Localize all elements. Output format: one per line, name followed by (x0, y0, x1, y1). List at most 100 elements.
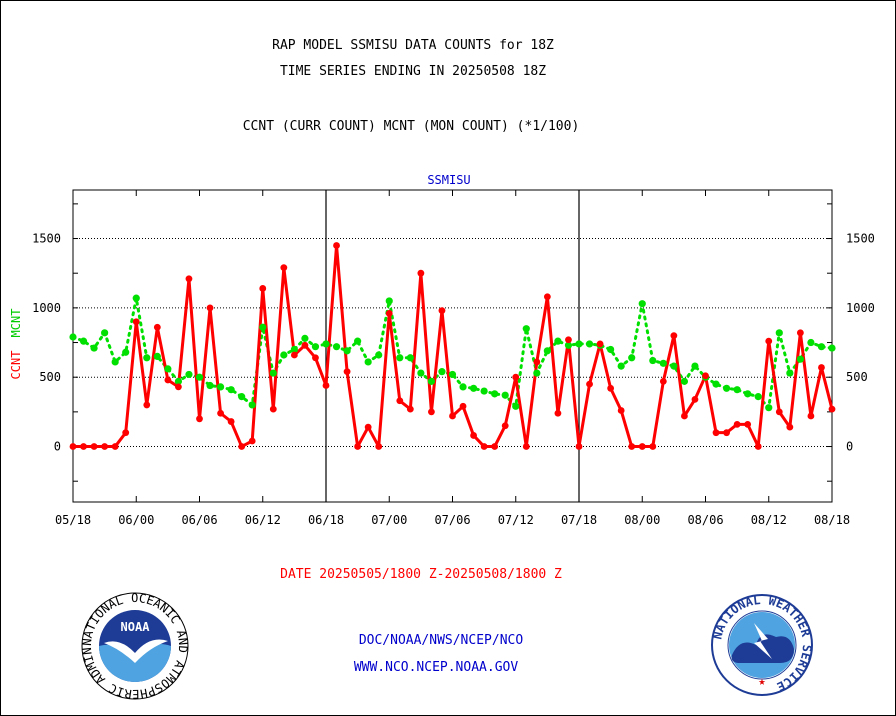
data-point-ccnt (712, 429, 720, 437)
data-point-mcnt (607, 345, 615, 354)
data-point-ccnt (196, 415, 203, 423)
data-point-ccnt (406, 405, 414, 413)
data-point-mcnt (448, 370, 457, 379)
data-point-mcnt (101, 329, 109, 337)
x-tick-label: 07/06 (434, 513, 470, 527)
data-point-ccnt (290, 351, 298, 359)
data-point-ccnt (375, 443, 383, 450)
x-tick-label: 07/12 (498, 513, 534, 527)
data-point-ccnt (164, 376, 172, 384)
y-tick-label-right: 0 (846, 440, 853, 454)
data-point-mcnt (543, 347, 551, 355)
data-point-mcnt (185, 370, 193, 379)
data-point-mcnt (132, 294, 140, 302)
data-point-mcnt (796, 355, 804, 363)
data-point-mcnt (722, 384, 731, 392)
data-point-ccnt (512, 373, 520, 381)
data-point-mcnt (575, 340, 583, 348)
data-point-mcnt (385, 297, 393, 305)
data-point-ccnt (533, 358, 541, 366)
data-point-mcnt (90, 344, 98, 352)
data-point-mcnt (311, 343, 320, 351)
data-point-mcnt (174, 377, 183, 385)
noaa-logo: NOAA NATIONAL OCEANIC AND ATMOSPHERIC AD… (80, 591, 190, 701)
data-point-mcnt (638, 300, 646, 308)
data-point-mcnt (322, 340, 330, 348)
x-tick-label: 08/12 (751, 513, 787, 527)
x-tick-label: 06/18 (308, 513, 344, 527)
data-point-ccnt (322, 382, 330, 389)
data-point-ccnt (132, 318, 140, 326)
data-point-ccnt (565, 336, 572, 344)
data-point-ccnt (733, 420, 741, 428)
data-point-ccnt (659, 377, 667, 385)
x-tick-label: 05/18 (55, 513, 91, 527)
data-point-mcnt (512, 402, 520, 410)
data-point-mcnt (332, 343, 341, 351)
y-axis-label-left: CCNT MCNT (9, 309, 23, 380)
x-tick-label: 07/00 (371, 513, 407, 527)
data-point-mcnt (670, 362, 678, 370)
data-point-ccnt (69, 443, 77, 450)
data-point-ccnt (143, 401, 151, 409)
data-point-ccnt (259, 285, 267, 292)
data-point-mcnt (585, 340, 594, 348)
data-point-ccnt (396, 397, 404, 405)
data-point-ccnt (206, 304, 214, 312)
data-point-mcnt (227, 386, 235, 394)
time-series-chart: SSMISU CCNT MCNT 0 0 500 500 1000 1000 1500 150… (9, 173, 875, 527)
data-point-ccnt (238, 443, 246, 450)
chart-title-line-1: RAP MODEL SSMISU DATA COUNTS for 18Z (272, 38, 554, 53)
data-point-mcnt (269, 369, 277, 377)
data-point-ccnt (269, 405, 277, 413)
data-point-ccnt (449, 412, 456, 420)
data-point-ccnt (807, 412, 815, 420)
x-tick-label: 08/18 (814, 513, 850, 527)
org-label: DOC/NOAA/NWS/NCEP/NCO (358, 633, 524, 648)
data-point-ccnt (122, 429, 130, 437)
data-point-ccnt (491, 443, 499, 450)
data-point-mcnt (396, 354, 404, 362)
data-point-ccnt (111, 443, 119, 450)
data-point-ccnt (681, 412, 688, 420)
chart-axes (72, 189, 833, 503)
x-tick-label: 06/06 (181, 513, 217, 527)
data-point-mcnt (817, 343, 826, 351)
data-point-mcnt (111, 358, 119, 366)
data-point-ccnt (649, 443, 657, 450)
data-point-mcnt (375, 351, 383, 359)
data-point-ccnt (280, 264, 288, 272)
data-point-ccnt (501, 422, 509, 430)
data-point-mcnt (564, 341, 573, 349)
data-point-mcnt (807, 338, 815, 347)
data-point-mcnt (522, 325, 530, 333)
data-point-mcnt (79, 337, 88, 345)
data-point-ccnt (301, 341, 309, 349)
data-point-ccnt (828, 405, 836, 413)
x-tick-label: 08/06 (687, 513, 723, 527)
data-point-ccnt (438, 307, 446, 315)
y-tick-label-right: 500 (846, 370, 868, 384)
data-point-mcnt (143, 354, 151, 362)
data-point-mcnt (459, 383, 467, 391)
y-tick-label-left: 0 (54, 440, 61, 454)
data-point-mcnt (501, 391, 509, 399)
data-point-ccnt (554, 409, 562, 417)
website-link[interactable]: WWW.NCO.NCEP.NOAA.GOV (353, 660, 519, 675)
chart-tick-labels: 0 0 500 500 1000 1000 1500 1500 05/18 06/00 06/06 0… (32, 232, 875, 527)
y-tick-label-right: 1500 (846, 232, 875, 246)
data-point-mcnt (364, 358, 372, 366)
data-point-ccnt (385, 310, 393, 317)
data-point-ccnt (628, 443, 636, 450)
data-point-mcnt (122, 348, 130, 356)
data-point-ccnt (543, 293, 551, 301)
data-point-mcnt (480, 387, 488, 395)
data-point-mcnt (628, 354, 636, 362)
data-point-ccnt (586, 380, 593, 388)
chart-title-line-2: TIME SERIES ENDING IN 20250508 18Z (279, 64, 547, 79)
data-point-ccnt (153, 323, 161, 331)
data-point-ccnt (175, 383, 182, 391)
data-point-mcnt (491, 390, 499, 398)
data-point-ccnt (90, 443, 98, 450)
data-point-mcnt (153, 352, 161, 360)
